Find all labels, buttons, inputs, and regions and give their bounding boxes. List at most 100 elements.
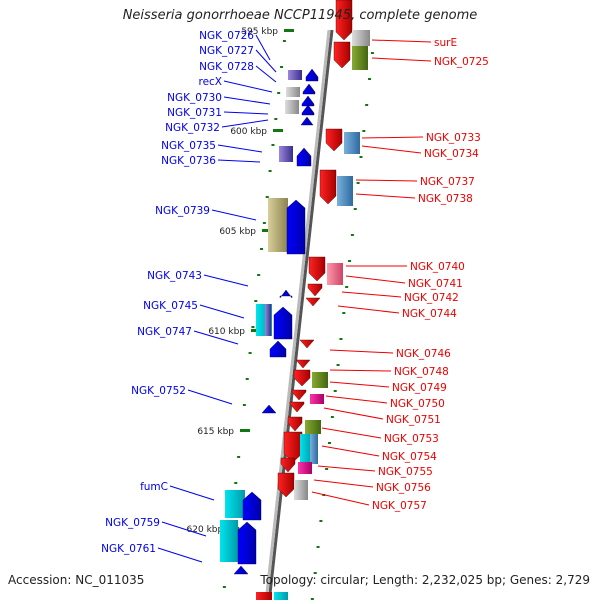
gene-label: NGK_0757 xyxy=(372,500,427,512)
minor-tick-right xyxy=(325,468,329,470)
leader-line xyxy=(169,485,215,501)
gene-forward-arrow xyxy=(273,306,293,340)
minor-tick-left xyxy=(271,144,275,146)
minor-tick-left xyxy=(277,92,281,94)
minor-tick-right xyxy=(339,338,343,340)
gene-reverse-arrow xyxy=(277,472,295,498)
gene-label: NGK_0735 xyxy=(161,140,216,152)
minor-tick-right xyxy=(359,156,363,158)
leader-line xyxy=(329,349,394,354)
leader-line xyxy=(329,381,390,388)
gene-label: NGK_0725 xyxy=(434,56,489,68)
leader-line xyxy=(161,521,207,537)
leader-line xyxy=(211,209,257,221)
minor-tick-right xyxy=(368,78,372,80)
leader-line xyxy=(187,389,233,405)
leader-line xyxy=(157,547,203,563)
gene-label: NGK_0741 xyxy=(408,278,463,290)
minor-tick-left xyxy=(274,118,278,120)
gene-label: NGK_0740 xyxy=(410,261,465,273)
gene-forward-arrow xyxy=(302,83,316,95)
scale-label: 600 kbp xyxy=(230,127,267,137)
leader-line xyxy=(317,465,376,472)
minor-tick-left xyxy=(262,222,266,224)
topology-label: Topology: circular; Length: 2,232,025 bp… xyxy=(260,573,590,587)
homolog-block xyxy=(220,520,238,562)
homolog-block xyxy=(279,146,293,162)
minor-tick-left xyxy=(245,378,249,380)
gene-reverse-arrow xyxy=(333,41,351,69)
minor-tick-right xyxy=(333,390,337,392)
gene-label: recX xyxy=(198,76,222,88)
gene-reverse-arrow xyxy=(293,369,311,387)
leader-line xyxy=(341,291,402,298)
gene-reverse-arrow xyxy=(299,339,315,349)
gene-label: NGK_0761 xyxy=(101,543,156,555)
minor-tick-right xyxy=(345,286,349,288)
gene-reverse-arrow xyxy=(308,256,326,282)
leader-line xyxy=(193,330,239,345)
leader-line xyxy=(255,49,277,73)
gene-label: NGK_0759 xyxy=(105,517,160,529)
gene-reverse-arrow xyxy=(256,592,272,600)
minor-tick-right xyxy=(313,572,317,574)
leader-line xyxy=(255,34,271,61)
homolog-block xyxy=(310,434,318,464)
minor-tick-left xyxy=(251,326,255,328)
homolog-block xyxy=(298,462,312,474)
gene-label: NGK_0732 xyxy=(165,122,220,134)
minor-tick-right xyxy=(353,208,357,210)
genome-title: Neisseria gonorrhoeae NCCP11945, complet… xyxy=(122,8,478,23)
homolog-block xyxy=(286,87,300,97)
gene-label: NGK_0731 xyxy=(167,107,222,119)
minor-tick-right xyxy=(350,234,354,236)
leader-line xyxy=(355,193,416,199)
scale-label: 605 kbp xyxy=(219,227,256,237)
homolog-block xyxy=(310,394,324,404)
gene-forward-arrow xyxy=(301,104,315,116)
gene-label: NGK_0737 xyxy=(420,176,475,188)
minor-tick-left xyxy=(234,482,238,484)
leader-line xyxy=(217,159,261,163)
homolog-block xyxy=(352,30,370,46)
leader-line xyxy=(355,179,418,182)
homolog-block xyxy=(312,372,328,388)
gene-label: NGK_0751 xyxy=(386,414,441,426)
accession-label: Accession: NC_011035 xyxy=(8,573,145,587)
minor-tick-right xyxy=(330,416,334,418)
leader-line xyxy=(255,65,277,83)
leader-line xyxy=(337,305,400,314)
homolog-block xyxy=(225,490,245,518)
backbone-line xyxy=(264,29,331,601)
homolog-block xyxy=(344,132,360,154)
gene-reverse-arrow xyxy=(307,283,323,297)
gene-reverse-arrow xyxy=(335,0,353,41)
backbone-shadow xyxy=(267,29,334,601)
gene-forward-arrow xyxy=(269,340,287,358)
leader-line xyxy=(321,427,382,439)
gene-forward-arrow xyxy=(261,404,277,414)
homolog-block xyxy=(268,198,288,252)
leader-line xyxy=(311,491,370,506)
gene-reverse-arrow xyxy=(283,431,303,463)
gene-forward-arrow xyxy=(301,95,315,107)
minor-tick-left xyxy=(242,404,246,406)
gene-label: NGK_0749 xyxy=(392,382,447,394)
homolog-block xyxy=(285,100,299,114)
leader-line xyxy=(199,304,245,319)
gene-forward-arrow xyxy=(305,68,319,82)
leader-line xyxy=(223,96,271,105)
homolog-block xyxy=(327,263,343,285)
minor-tick-left xyxy=(222,586,226,588)
gene-reverse-arrow xyxy=(325,128,343,152)
minor-tick-right xyxy=(370,52,374,54)
gene-label: NGK_0753 xyxy=(384,433,439,445)
minor-tick-left xyxy=(237,456,241,458)
gene-label: fumC xyxy=(140,481,168,493)
gene-reverse-arrow xyxy=(295,359,311,369)
gene-label: NGK_0752 xyxy=(131,385,186,397)
gene-label: NGK_0726 xyxy=(199,30,254,42)
homolog-block xyxy=(337,176,353,206)
